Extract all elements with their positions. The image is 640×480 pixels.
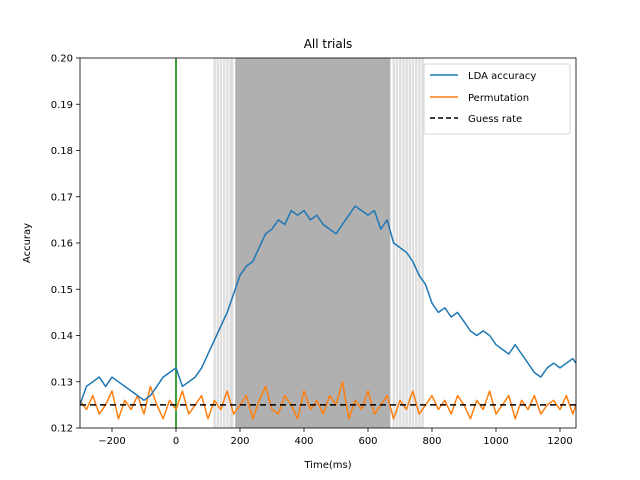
y-tick-label: 0.13	[51, 377, 73, 388]
chart-title: All trials	[304, 37, 353, 51]
series-layer	[80, 205, 576, 420]
significance-stripe	[213, 58, 216, 428]
series-line-permutation	[80, 381, 576, 420]
significance-stripe	[216, 58, 220, 428]
y-tick-label: 0.12	[51, 424, 73, 435]
significance-stripe	[395, 58, 399, 428]
significance-stripe	[405, 58, 408, 428]
x-tick-label: 200	[230, 436, 249, 447]
legend-label-lda: LDA accuracy	[468, 71, 536, 82]
y-tick-label: 0.17	[51, 192, 73, 203]
significance-stripe	[402, 58, 405, 428]
plot-area	[80, 58, 576, 428]
significance-stripe	[219, 58, 223, 428]
significance-stripe	[411, 58, 415, 428]
series-line-lda-accuracy	[80, 205, 576, 406]
significance-stripe	[231, 58, 234, 428]
x-axis-label: Time(ms)	[303, 460, 351, 471]
x-tick-label: 800	[422, 436, 441, 447]
x-tick-label: 1000	[483, 436, 508, 447]
y-tick-label: 0.20	[51, 54, 73, 65]
x-tick-label: 1200	[547, 436, 572, 447]
legend-box	[423, 63, 571, 135]
y-tick-label: 0.14	[51, 331, 73, 342]
x-axis-ticks: −200 0 200 400 600 800 1000 1200	[98, 428, 573, 447]
y-tick-label: 0.16	[51, 239, 73, 250]
significance-stripe	[226, 58, 229, 428]
significance-stripe	[229, 58, 232, 428]
y-tick-label: 0.19	[51, 100, 73, 111]
significance-shading	[213, 58, 424, 428]
significance-stripe	[408, 58, 412, 428]
x-tick-label: −200	[98, 436, 125, 447]
significance-band	[235, 58, 391, 428]
y-tick-label: 0.15	[51, 285, 73, 296]
y-tick-label: 0.18	[51, 146, 73, 157]
x-tick-label: 600	[358, 436, 377, 447]
y-axis-label: Accuray	[22, 223, 33, 263]
legend: LDA accuracy Permutation Guess rate	[423, 63, 571, 135]
y-axis-ticks: 0.12 0.13 0.14 0.15 0.16 0.17 0.18 0.19 0.20	[51, 54, 80, 435]
significance-stripe	[418, 58, 421, 428]
legend-label-guess-rate: Guess rate	[468, 114, 522, 125]
legend-label-permutation: Permutation	[468, 93, 529, 104]
significance-stripe	[415, 58, 418, 428]
x-tick-label: 0	[173, 436, 179, 447]
x-tick-label: 400	[294, 436, 313, 447]
significance-stripe	[223, 58, 226, 428]
significance-stripe	[421, 58, 424, 428]
significance-stripe	[399, 58, 402, 428]
